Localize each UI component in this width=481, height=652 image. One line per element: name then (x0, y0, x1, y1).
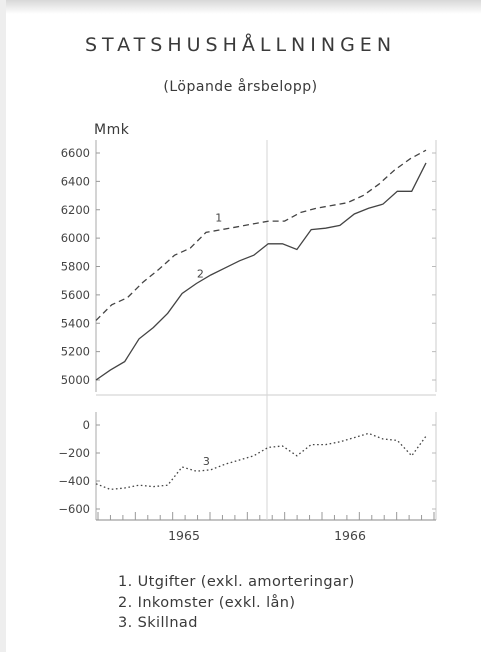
y-tick-label: −600 (58, 502, 90, 516)
y-tick-label: 5000 (61, 373, 90, 387)
series-1-label: 1 (215, 212, 222, 225)
legend-item-1: 1. Utgifter (exkl. amorteringar) (118, 574, 355, 590)
series-3-line (95, 432, 427, 491)
scan-edge-top (0, 0, 481, 14)
series-3-label: 3 (203, 455, 210, 468)
y-tick-label: 5400 (61, 316, 90, 330)
series-1-line (95, 149, 427, 321)
y-tick-label: 5200 (61, 345, 90, 359)
legend-item-2: 2. Inkomster (exkl. lån) (118, 594, 296, 611)
chart-title: STATSHUSHÅLLNINGEN (84, 34, 397, 56)
scan-edge-left (0, 0, 6, 652)
y-tick-label: 5800 (61, 260, 90, 274)
y-tick-label: 0 (83, 418, 90, 432)
x-tick-label: 1965 (168, 528, 200, 543)
y-tick-label: 6600 (61, 146, 90, 160)
y-tick-label: 6200 (61, 203, 90, 217)
series-2-label: 2 (197, 268, 204, 281)
y-axis-unit: Mmk (94, 122, 130, 138)
y-tick-label: −200 (58, 446, 90, 460)
y-tick-label: −400 (58, 474, 90, 488)
legend: 1. Utgifter (exkl. amorteringar) 2. Inko… (118, 572, 355, 634)
y-tick-label: 6000 (61, 231, 90, 245)
y-tick-label: 5600 (61, 288, 90, 302)
legend-item-3: 3. Skillnad (118, 615, 198, 631)
x-tick-label: 1966 (334, 528, 366, 543)
chart-subtitle: (Löpande årsbelopp) (163, 79, 318, 95)
series-2-line (95, 162, 427, 381)
y-tick-label: 6400 (61, 174, 90, 188)
